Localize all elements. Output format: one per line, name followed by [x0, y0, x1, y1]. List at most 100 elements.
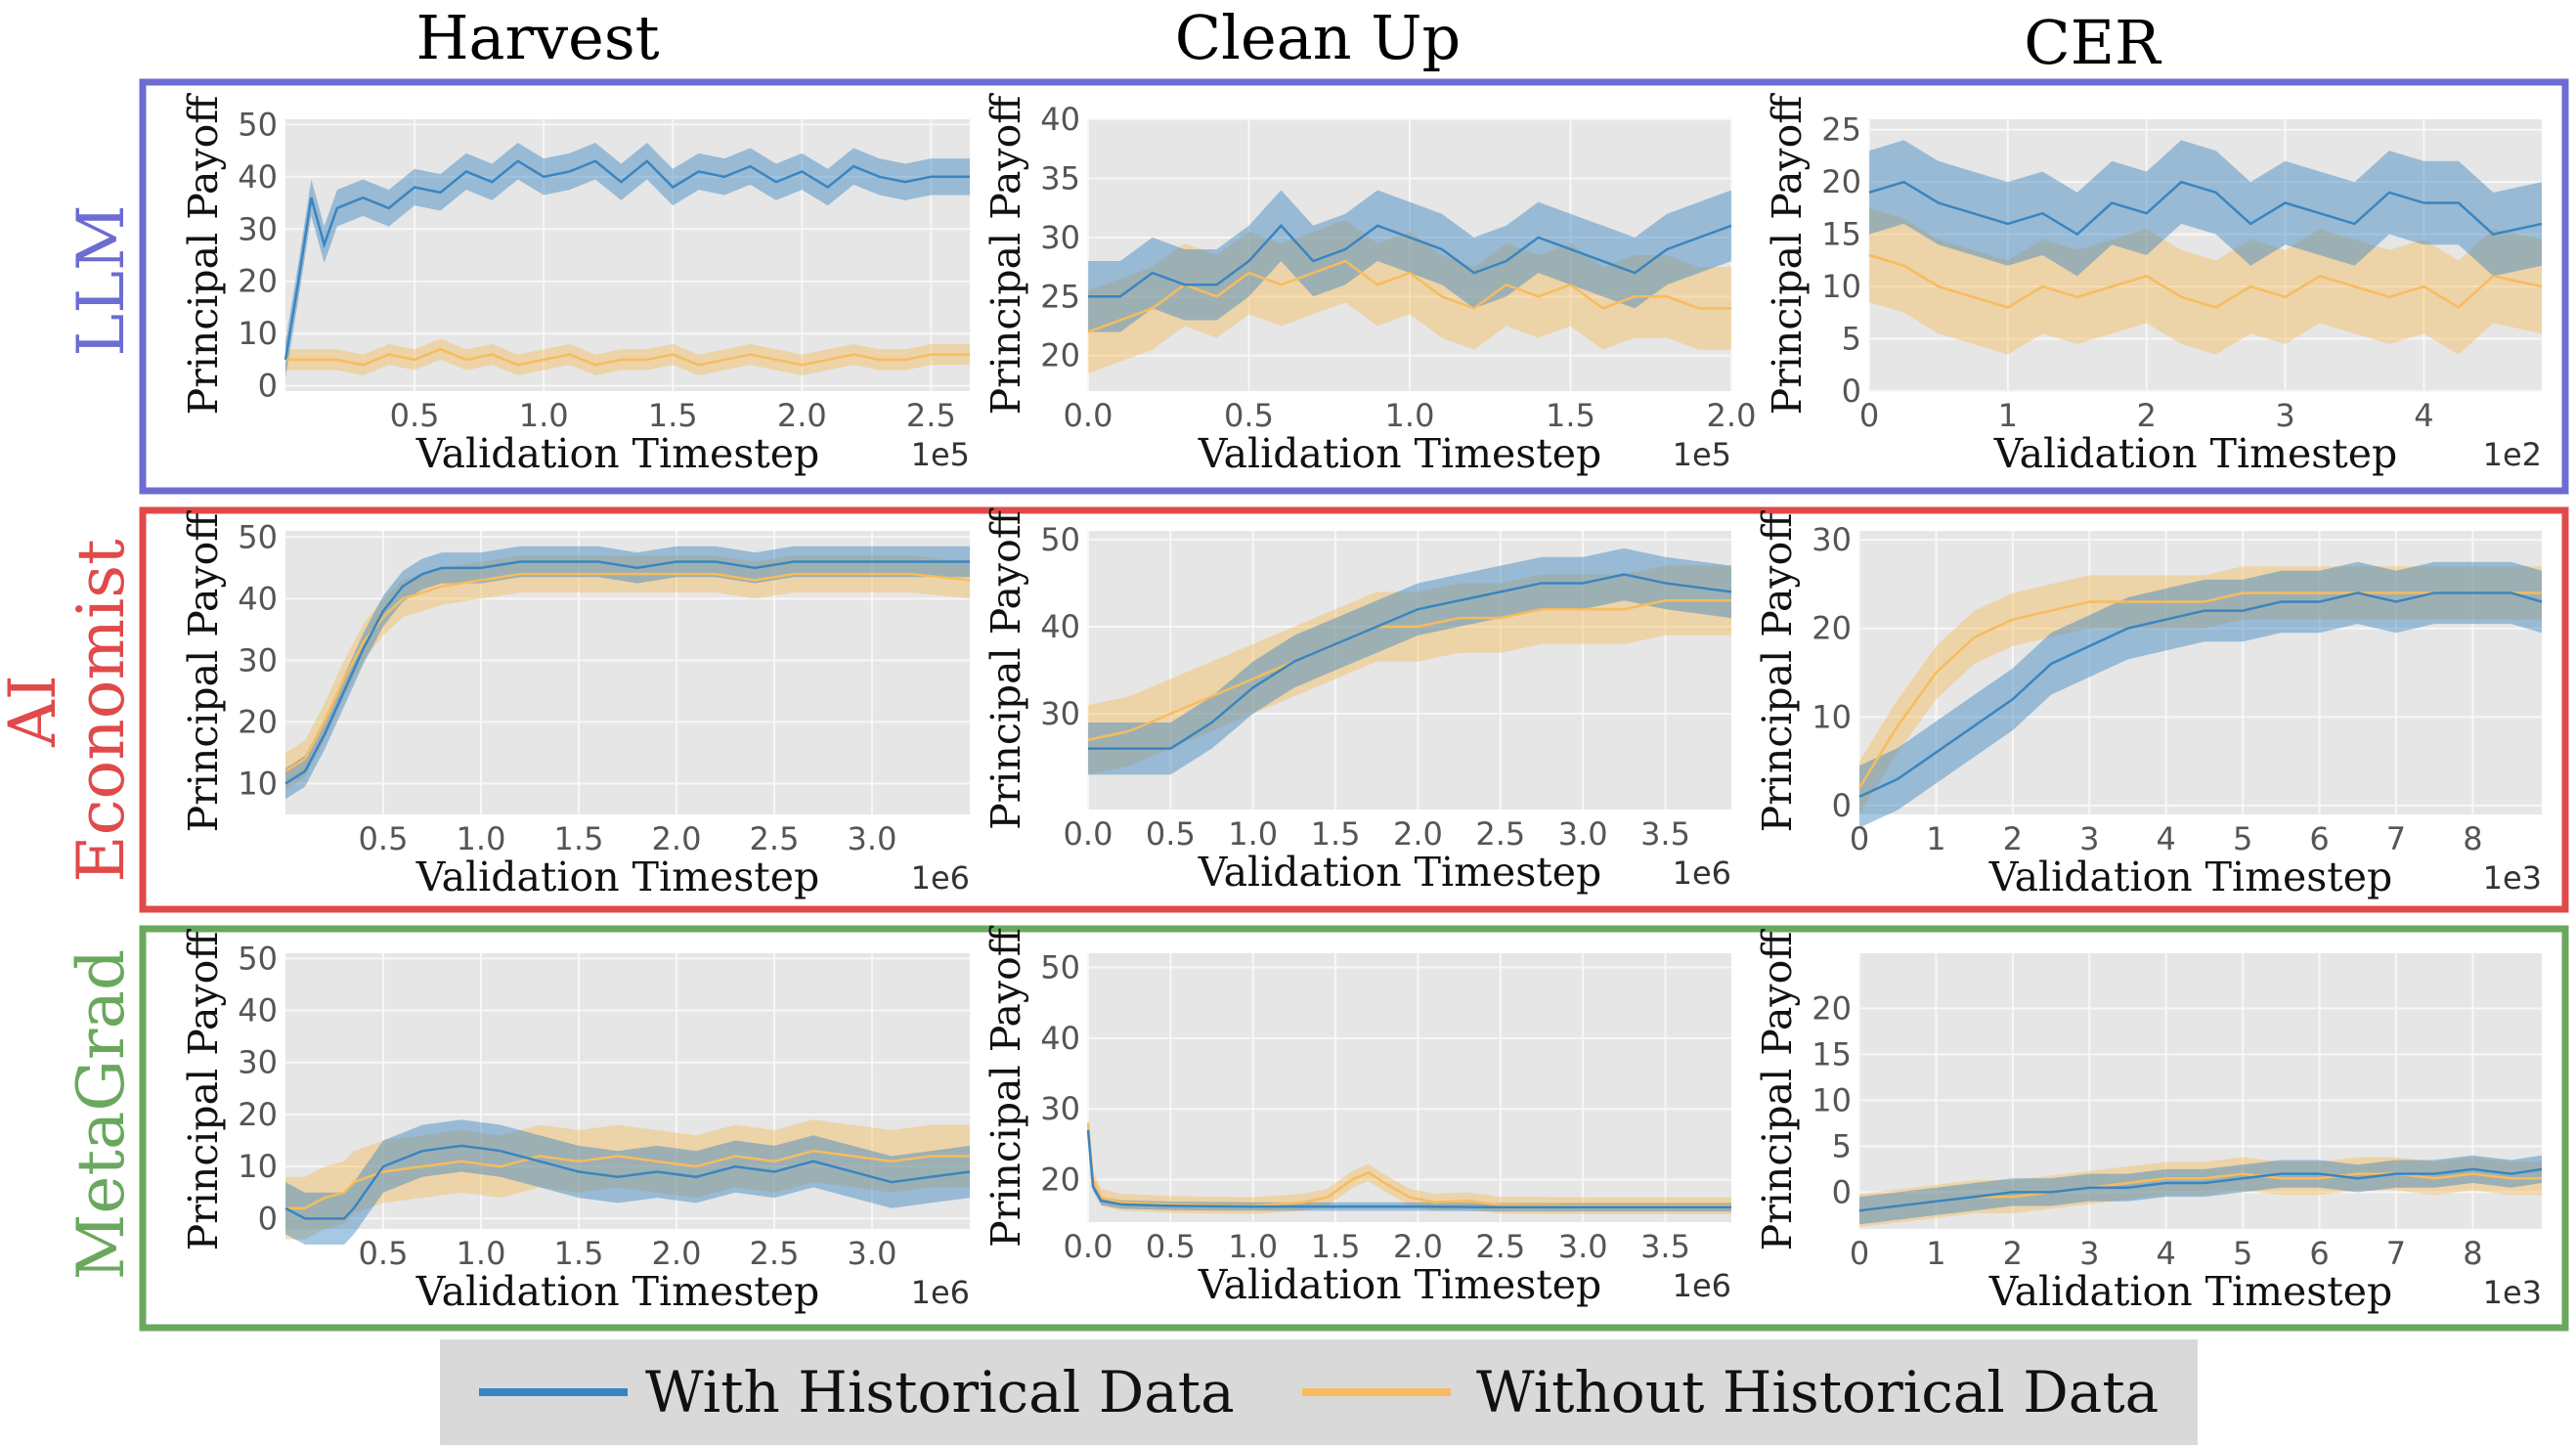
- x-tick-label: 4: [2157, 1235, 2176, 1272]
- x-tick-label: 2.5: [906, 397, 956, 434]
- x-tick-label: 0: [1859, 397, 1879, 434]
- x-scale-multiplier: 1e6: [1673, 854, 1731, 892]
- x-tick-label: 2: [2003, 820, 2023, 857]
- plot-area: [1869, 119, 2542, 391]
- band-without: [285, 338, 970, 375]
- panel-aie-cer: 0 1 2 3 4 5 6 7 8 0 10 20 30 Validation Timestep Princ…: [1754, 510, 2543, 900]
- y-axis-label: Principal Payoff: [180, 929, 227, 1251]
- x-tick-label: 2.0: [652, 820, 702, 857]
- x-tick-label: 3: [2275, 397, 2294, 434]
- y-tick-label: 40: [1040, 101, 1080, 138]
- x-tick-label: 0: [1850, 1235, 1869, 1272]
- y-tick-label: 50: [1040, 521, 1080, 558]
- x-tick-label: 1.0: [1228, 815, 1278, 853]
- x-scale-multiplier: 1e3: [2483, 1274, 2542, 1311]
- band-with: [1859, 561, 2542, 828]
- x-tick-label: 1.0: [1385, 397, 1435, 434]
- x-tick-label: 5: [2233, 820, 2252, 857]
- x-tick-label: 0.0: [1064, 1228, 1113, 1265]
- legend-label-without: Without Historical Data: [1476, 1359, 2159, 1425]
- x-scale-multiplier: 1e6: [911, 1274, 970, 1311]
- y-axis-label: Principal Payoff: [982, 507, 1029, 830]
- band-without: [285, 555, 970, 790]
- y-tick-label: 10: [1812, 698, 1852, 735]
- band-with: [285, 1119, 970, 1245]
- y-tick-label: 20: [1040, 1161, 1080, 1199]
- y-tick-label: 40: [238, 580, 278, 617]
- x-tick-label: 3.0: [1558, 1228, 1608, 1265]
- y-tick-label: 20: [238, 1096, 278, 1133]
- y-axis-label: Principal Payoff: [1764, 93, 1811, 416]
- x-tick-label: 0.5: [1146, 815, 1196, 853]
- series-line-without: [285, 1149, 970, 1209]
- x-tick-label: 1.5: [554, 1235, 604, 1272]
- panel-llm-cleanup: 0.0 0.5 1.0 1.5 2.0 20 25 30 35 40 Validation Time…: [982, 93, 1756, 477]
- panel-mg-cer: 0 1 2 3 4 5 6 7 8 0 5 10 15 20 Validation Timestep Prin…: [1754, 929, 2543, 1315]
- x-axis-label: Validation Timestep: [1988, 854, 2393, 900]
- x-tick-label: 0.5: [1146, 1228, 1196, 1265]
- y-tick-label: 5: [1842, 321, 1861, 358]
- plot-area: [285, 119, 970, 391]
- row-label-economist: Economist: [64, 539, 139, 882]
- panel-aie-harvest: 0.5 1.0 1.5 2.0 2.5 3.0 10 20 30 40 50 Validation T…: [180, 510, 971, 900]
- band-without: [285, 1119, 970, 1240]
- series-line-without: [284, 572, 971, 772]
- band-without: [1088, 219, 1731, 373]
- column-title-cer: CER: [2024, 7, 2162, 78]
- panel-llm-harvest: 0.5 1.0 1.5 2.0 2.5 0 10 20 30 40 50 Validation Tim…: [180, 93, 970, 477]
- x-scale-multiplier: 1e3: [2483, 859, 2542, 897]
- y-tick-label: 40: [1040, 608, 1080, 645]
- x-tick-label: 0.5: [390, 397, 440, 434]
- x-tick-label: 1.5: [554, 820, 604, 857]
- x-tick-label: 6: [2309, 1235, 2329, 1272]
- x-tick-label: 2.0: [1393, 1228, 1443, 1265]
- x-tick-label: 3.5: [1640, 1228, 1690, 1265]
- x-axis-label: Validation Timestep: [1198, 430, 1602, 477]
- x-tick-label: 3.0: [848, 1235, 897, 1272]
- x-tick-label: 1.5: [1311, 1228, 1361, 1265]
- x-tick-label: 3.0: [1558, 815, 1608, 853]
- band-with: [1869, 140, 2542, 277]
- y-tick-label: 0: [1832, 1173, 1852, 1210]
- series-line-without: [285, 347, 970, 367]
- x-tick-label: 5: [2233, 1235, 2252, 1272]
- x-axis-label: Validation Timestep: [415, 430, 820, 477]
- y-tick-label: 15: [1812, 1035, 1852, 1073]
- x-tick-label: 1: [1926, 1235, 1945, 1272]
- series-line-with: [1858, 1167, 2543, 1212]
- y-axis-label: Principal Payoff: [1754, 929, 1801, 1251]
- x-tick-label: 8: [2463, 1235, 2482, 1272]
- plot-area: [285, 953, 970, 1229]
- y-tick-label: 30: [1040, 695, 1080, 732]
- y-axis-label: Principal Payoff: [1754, 510, 1801, 833]
- x-scale-multiplier: 1e5: [911, 436, 970, 473]
- x-tick-label: 2.5: [750, 1235, 800, 1272]
- band-without: [1869, 207, 2542, 355]
- band-without: [1859, 566, 2542, 814]
- y-axis-label: Principal Payoff: [180, 510, 227, 833]
- series-line-with: [284, 1144, 971, 1220]
- series-line-with: [1088, 573, 1732, 750]
- y-tick-label: 30: [238, 1044, 278, 1081]
- x-tick-label: 2: [2003, 1235, 2023, 1272]
- x-tick-label: 7: [2386, 1235, 2406, 1272]
- row-frame-llm: [139, 78, 2569, 495]
- y-tick-label: 0: [258, 1200, 278, 1237]
- y-tick-label: 20: [1812, 610, 1852, 647]
- y-tick-label: 25: [1040, 278, 1080, 315]
- band-with: [1088, 190, 1731, 332]
- x-tick-label: 7: [2386, 820, 2406, 857]
- x-axis-label: Validation Timestep: [415, 854, 820, 900]
- y-tick-label: 40: [238, 158, 278, 196]
- x-tick-label: 3.0: [848, 820, 897, 857]
- x-tick-label: 1.5: [1546, 397, 1595, 434]
- x-tick-label: 0.0: [1064, 815, 1113, 853]
- x-tick-label: 4: [2414, 397, 2433, 434]
- y-tick-label: 20: [238, 703, 278, 740]
- x-axis-label: Validation Timestep: [1988, 1268, 2393, 1315]
- y-tick-label: 35: [1040, 159, 1080, 197]
- y-tick-label: 10: [238, 1148, 278, 1185]
- series-line-with: [1086, 1129, 1731, 1209]
- plot-area: [1859, 531, 2542, 814]
- y-tick-label: 50: [238, 518, 278, 555]
